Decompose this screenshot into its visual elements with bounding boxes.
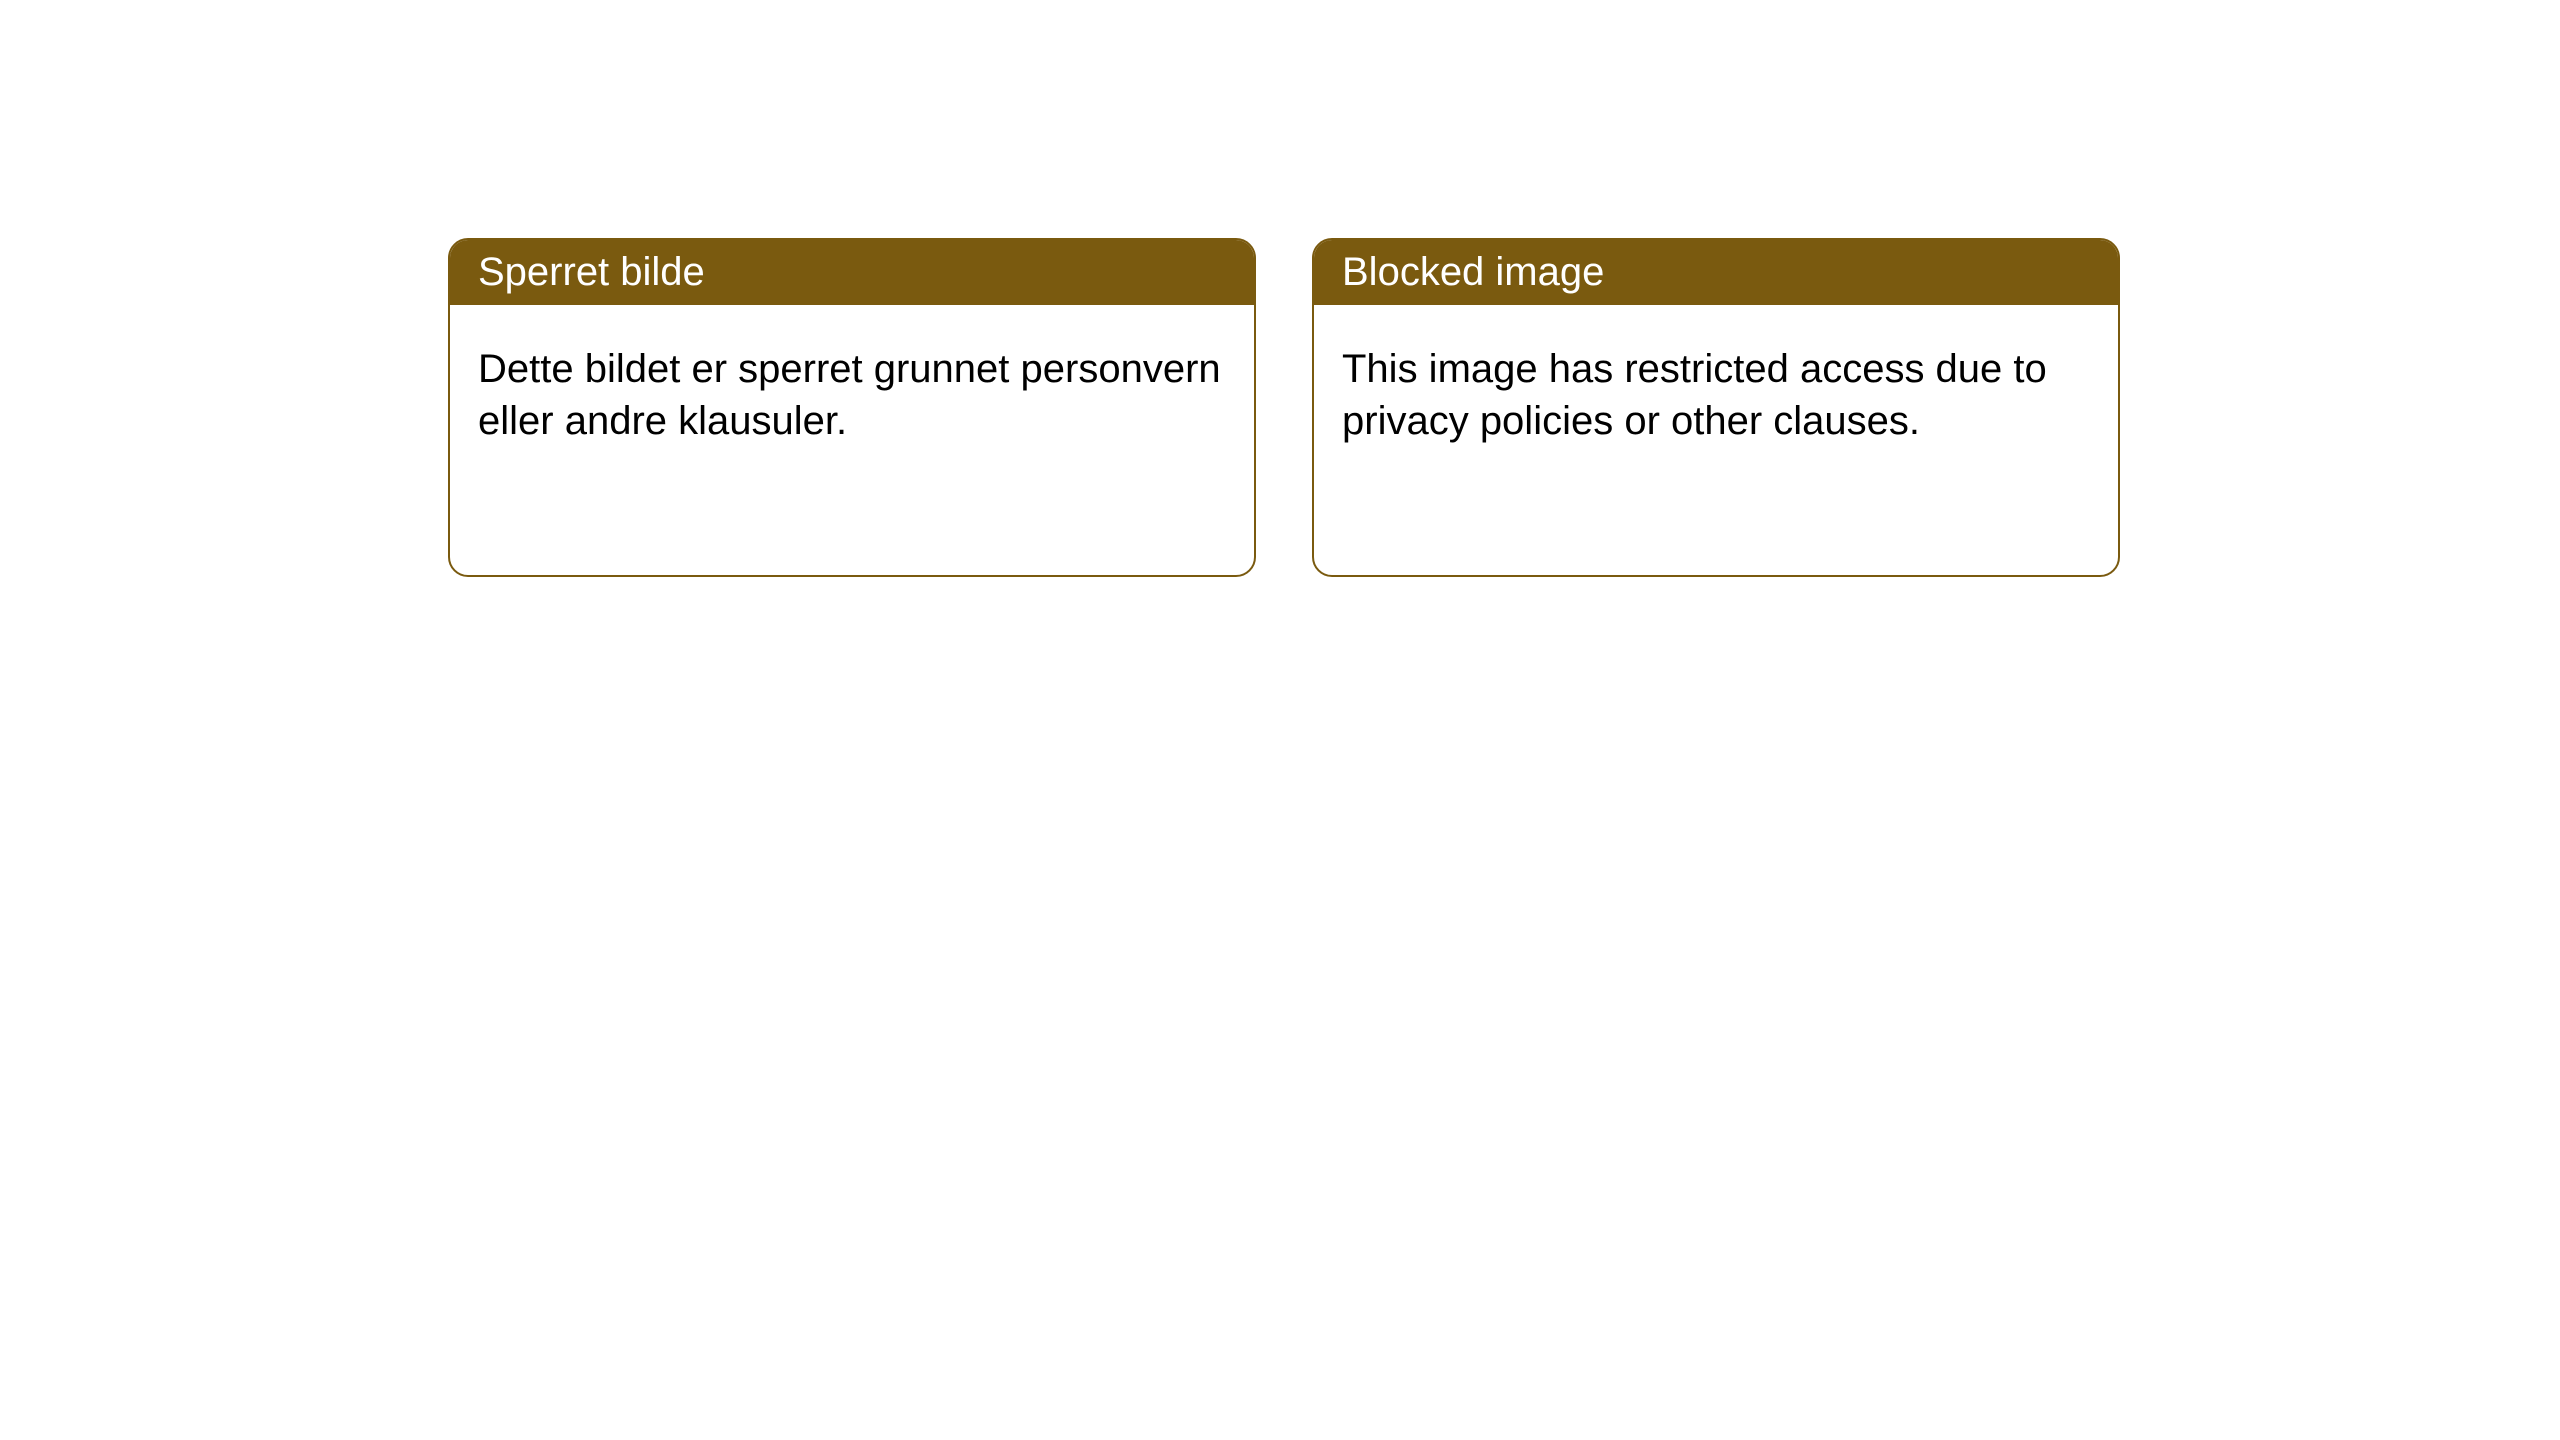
card-header: Sperret bilde (450, 240, 1254, 305)
card-body-text: Dette bildet er sperret grunnet personve… (478, 347, 1221, 443)
blocked-image-card-norwegian: Sperret bilde Dette bildet er sperret gr… (448, 238, 1256, 577)
card-title: Sperret bilde (478, 250, 705, 294)
card-title: Blocked image (1342, 250, 1604, 294)
blocked-image-card-english: Blocked image This image has restricted … (1312, 238, 2120, 577)
card-body-text: This image has restricted access due to … (1342, 347, 2047, 443)
cards-container: Sperret bilde Dette bildet er sperret gr… (0, 0, 2560, 577)
card-header: Blocked image (1314, 240, 2118, 305)
card-body: This image has restricted access due to … (1314, 305, 2118, 575)
card-body: Dette bildet er sperret grunnet personve… (450, 305, 1254, 575)
